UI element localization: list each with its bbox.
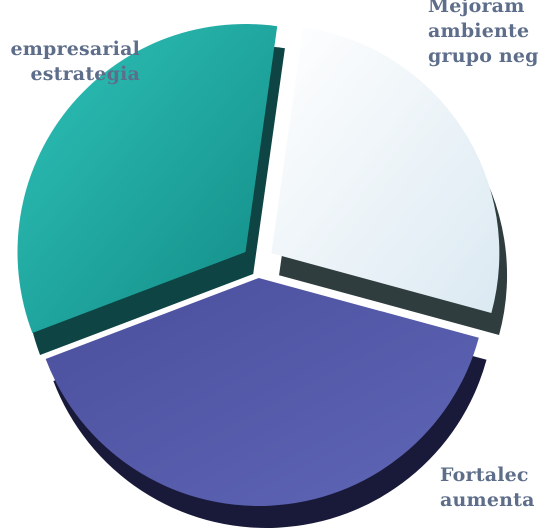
slice-label-line: aumenta	[440, 489, 535, 511]
slice-fortalec	[45, 277, 479, 506]
slice-mejoram	[271, 27, 500, 313]
slice-empresarial	[17, 24, 278, 333]
slice-label-line: Fortalec	[440, 464, 529, 486]
slice-label-fortalec: Fortalec aumenta	[440, 463, 535, 513]
slice-label-line: empresarial	[10, 38, 140, 60]
slice-label-empresarial: empresarial estrategia	[0, 37, 140, 87]
slice-label-mejoram: Mejoram ambiente grupo neg	[428, 0, 539, 69]
slice-label-line: grupo neg	[428, 45, 539, 67]
slice-label-line: Mejoram	[428, 0, 525, 17]
slice-label-line: ambiente	[428, 20, 530, 42]
slice-label-line: estrategia	[30, 63, 140, 85]
